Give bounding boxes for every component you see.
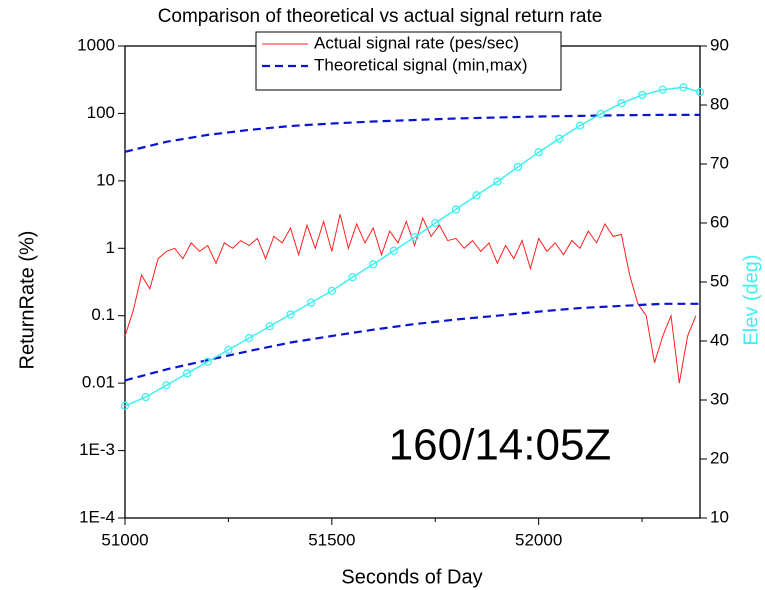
elev-marker	[472, 191, 481, 200]
theory-upper-line	[124, 113, 700, 153]
elev-marker	[658, 85, 667, 94]
y2-tick-label: 20	[710, 448, 729, 467]
elev-marker	[203, 357, 212, 366]
legend-label: Actual signal rate (pes/sec)	[314, 33, 519, 52]
elev-marker	[695, 87, 705, 97]
legend-box	[255, 31, 562, 91]
elev-marker	[286, 310, 295, 319]
y-tick-label: 1	[106, 238, 115, 257]
elev-marker	[431, 218, 440, 228]
x-tick-label: 52000	[515, 530, 562, 549]
elev-marker	[369, 260, 378, 269]
annotation: 160/14:05Z	[389, 421, 612, 470]
y-tick-label: 0.01	[82, 373, 115, 392]
elev-marker	[493, 177, 502, 186]
y2-tick-label: 50	[710, 271, 729, 290]
elev-marker	[120, 401, 130, 411]
x-tick-label: 51500	[308, 530, 355, 549]
elev-marker	[575, 121, 585, 130]
elev-marker	[410, 233, 419, 242]
elev-marker	[679, 83, 688, 92]
chart-title: Comparison of theoretical vs actual sign…	[158, 6, 603, 27]
elev-marker	[224, 345, 233, 355]
elev-marker	[348, 273, 357, 282]
elev-marker	[451, 205, 461, 214]
y2-axis-label: Elev (deg)	[740, 254, 762, 345]
y2-tick-label: 90	[710, 35, 729, 54]
elev-line	[124, 86, 701, 407]
y2-tick-label: 30	[710, 389, 729, 408]
y-axis-label: ReturnRate (%)	[16, 231, 38, 370]
elev-marker	[555, 134, 564, 143]
signal-line	[124, 214, 697, 384]
elev-marker	[534, 148, 543, 157]
elev-marker	[244, 333, 254, 343]
legend-label: Theoretical signal (min,max)	[314, 55, 528, 74]
y2-tick-label: 60	[710, 212, 729, 231]
elev-marker	[637, 90, 647, 100]
y-tick-label: 1000	[77, 35, 115, 54]
elev-marker	[307, 298, 316, 307]
elev-marker	[617, 99, 626, 108]
x-axis-label: Seconds of Day	[341, 566, 482, 588]
y-tick-label: 100	[87, 103, 115, 122]
elev-marker	[596, 109, 605, 118]
elev-marker	[389, 246, 399, 255]
elev-marker	[141, 392, 150, 402]
y2-tick-label: 10	[710, 507, 729, 526]
theory-lower-line	[124, 302, 700, 382]
y2-tick-label: 70	[710, 153, 729, 172]
y-tick-label: 0.1	[91, 305, 115, 324]
y-tick-label: 1E-4	[79, 507, 115, 526]
y-tick-label: 10	[96, 170, 115, 189]
elev-marker	[327, 286, 336, 296]
elev-marker	[182, 369, 192, 378]
y-tick-label: 1E-3	[79, 440, 115, 459]
elev-marker	[513, 162, 523, 172]
elev-marker	[162, 381, 171, 390]
y2-tick-label: 80	[710, 94, 729, 113]
y2-tick-label: 40	[710, 330, 729, 349]
x-tick-label: 51000	[101, 530, 148, 549]
elev-marker	[265, 322, 274, 331]
